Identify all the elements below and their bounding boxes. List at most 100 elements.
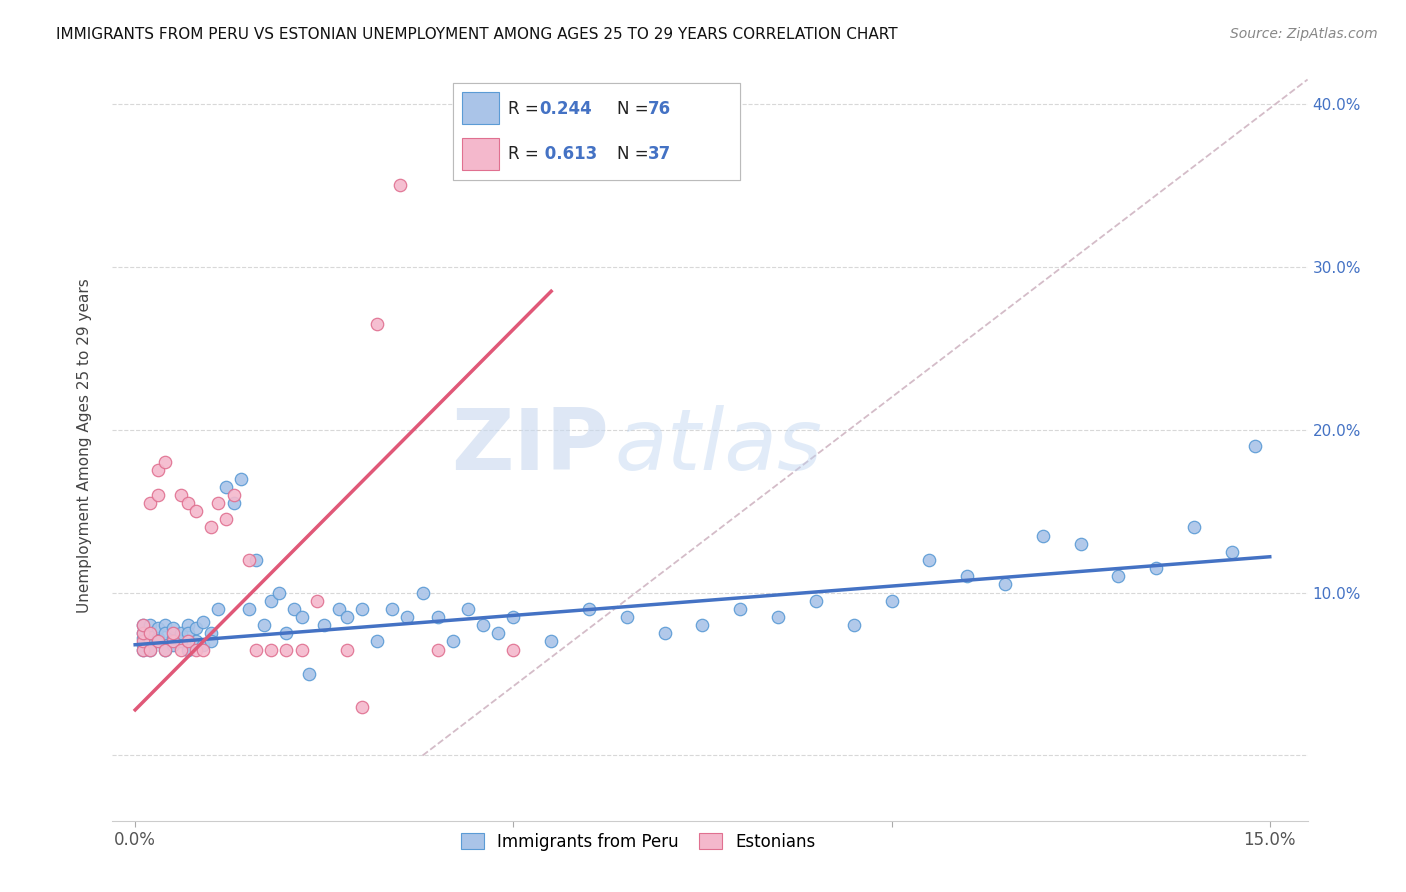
Point bbox=[162, 622, 184, 636]
Point bbox=[1032, 528, 1054, 542]
Point bbox=[426, 610, 449, 624]
Point bbox=[245, 642, 267, 657]
Point bbox=[207, 496, 229, 510]
Point bbox=[132, 618, 155, 632]
Point bbox=[139, 618, 162, 632]
Point bbox=[366, 634, 388, 648]
Point bbox=[352, 602, 374, 616]
Point bbox=[146, 634, 169, 648]
Point bbox=[290, 642, 312, 657]
Point bbox=[229, 472, 252, 486]
Point bbox=[162, 626, 184, 640]
Point bbox=[177, 618, 200, 632]
Point bbox=[146, 631, 169, 645]
Point bbox=[132, 631, 155, 645]
Point bbox=[336, 642, 359, 657]
Point bbox=[169, 488, 191, 502]
Point bbox=[1220, 545, 1243, 559]
Y-axis label: Unemployment Among Ages 25 to 29 years: Unemployment Among Ages 25 to 29 years bbox=[77, 278, 91, 614]
Point bbox=[766, 610, 789, 624]
Point bbox=[381, 602, 404, 616]
Point bbox=[1144, 561, 1167, 575]
Point bbox=[426, 642, 449, 657]
Point bbox=[222, 488, 245, 502]
Point bbox=[177, 634, 200, 648]
Point bbox=[314, 618, 336, 632]
Point bbox=[1182, 520, 1205, 534]
Point bbox=[260, 642, 283, 657]
Text: IMMIGRANTS FROM PERU VS ESTONIAN UNEMPLOYMENT AMONG AGES 25 TO 29 YEARS CORRELAT: IMMIGRANTS FROM PERU VS ESTONIAN UNEMPLO… bbox=[56, 27, 898, 42]
Point bbox=[388, 178, 411, 193]
Text: atlas: atlas bbox=[614, 404, 823, 488]
Point bbox=[245, 553, 267, 567]
Point bbox=[132, 642, 155, 657]
Point bbox=[396, 610, 419, 624]
Point bbox=[283, 602, 305, 616]
Point bbox=[146, 634, 169, 648]
Point bbox=[253, 618, 276, 632]
Point bbox=[918, 553, 941, 567]
Point bbox=[328, 602, 350, 616]
Point bbox=[155, 642, 177, 657]
Point bbox=[162, 631, 184, 645]
Text: ZIP: ZIP bbox=[451, 404, 609, 488]
Point bbox=[502, 642, 524, 657]
Point bbox=[994, 577, 1017, 591]
Point bbox=[207, 602, 229, 616]
Point bbox=[222, 496, 245, 510]
Point bbox=[193, 638, 215, 652]
Point bbox=[956, 569, 979, 583]
Point bbox=[290, 610, 312, 624]
Point bbox=[366, 317, 388, 331]
Point bbox=[260, 593, 283, 607]
Point bbox=[146, 463, 169, 477]
Point bbox=[155, 642, 177, 657]
Point bbox=[880, 593, 903, 607]
Point bbox=[692, 618, 714, 632]
Point bbox=[132, 626, 155, 640]
Point bbox=[169, 626, 191, 640]
Point bbox=[441, 634, 464, 648]
Point bbox=[457, 602, 479, 616]
Point bbox=[200, 634, 222, 648]
Text: Source: ZipAtlas.com: Source: ZipAtlas.com bbox=[1230, 27, 1378, 41]
Point bbox=[132, 618, 155, 632]
Legend: Immigrants from Peru, Estonians: Immigrants from Peru, Estonians bbox=[454, 826, 823, 857]
Point bbox=[132, 638, 155, 652]
Point bbox=[1070, 537, 1092, 551]
Point bbox=[352, 699, 374, 714]
Point bbox=[578, 602, 600, 616]
Point bbox=[730, 602, 752, 616]
Point bbox=[540, 634, 562, 648]
Point bbox=[305, 593, 328, 607]
Point bbox=[486, 626, 509, 640]
Point bbox=[200, 626, 222, 640]
Point bbox=[155, 455, 177, 469]
Point bbox=[146, 488, 169, 502]
Point bbox=[169, 642, 191, 657]
Point bbox=[132, 626, 155, 640]
Point bbox=[139, 626, 162, 640]
Point bbox=[139, 642, 162, 657]
Point bbox=[193, 615, 215, 629]
Point bbox=[184, 634, 207, 648]
Point bbox=[184, 642, 207, 657]
Point bbox=[215, 480, 238, 494]
Point bbox=[132, 642, 155, 657]
Point bbox=[155, 618, 177, 632]
Point bbox=[502, 610, 524, 624]
Point bbox=[267, 585, 290, 599]
Point bbox=[215, 512, 238, 526]
Point bbox=[162, 638, 184, 652]
Point bbox=[184, 622, 207, 636]
Point bbox=[238, 602, 260, 616]
Point bbox=[200, 520, 222, 534]
Point bbox=[132, 634, 155, 648]
Point bbox=[616, 610, 638, 624]
Point bbox=[162, 634, 184, 648]
Point bbox=[238, 553, 260, 567]
Point bbox=[1108, 569, 1130, 583]
Point bbox=[1243, 439, 1265, 453]
Point bbox=[804, 593, 827, 607]
Point bbox=[177, 642, 200, 657]
